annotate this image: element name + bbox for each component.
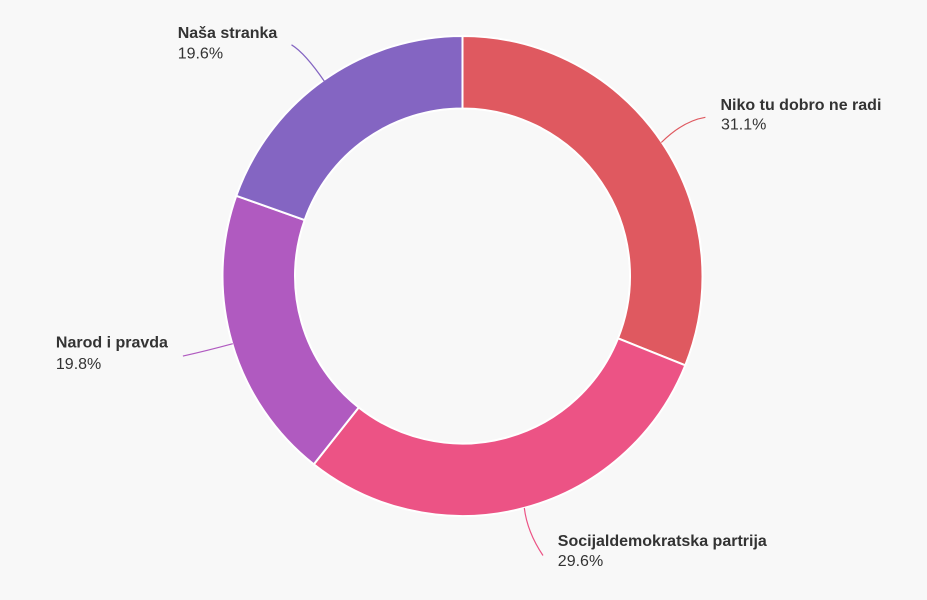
svg-text:Niko tu dobro ne radi: Niko tu dobro ne radi	[721, 97, 882, 114]
svg-text:Narod i pravda: Narod i pravda	[56, 335, 168, 352]
svg-text:31.1%: 31.1%	[721, 116, 766, 133]
svg-text:Naša stranka: Naša stranka	[178, 25, 278, 42]
svg-text:19.8%: 19.8%	[56, 356, 101, 373]
svg-text:19.6%: 19.6%	[178, 46, 223, 63]
svg-text:29.6%: 29.6%	[558, 553, 603, 570]
svg-text:Socijaldemokratska partrija: Socijaldemokratska partrija	[558, 533, 767, 550]
